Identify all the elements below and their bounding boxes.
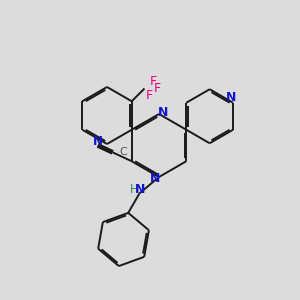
Text: N: N (150, 172, 160, 185)
Text: H: H (130, 183, 138, 196)
Text: F: F (154, 82, 160, 95)
Text: N: N (135, 183, 145, 196)
Text: C: C (120, 147, 128, 157)
Text: N: N (93, 135, 103, 148)
Text: N: N (158, 106, 168, 119)
Text: N: N (226, 91, 237, 104)
Text: F: F (150, 74, 157, 88)
Text: F: F (146, 88, 152, 102)
